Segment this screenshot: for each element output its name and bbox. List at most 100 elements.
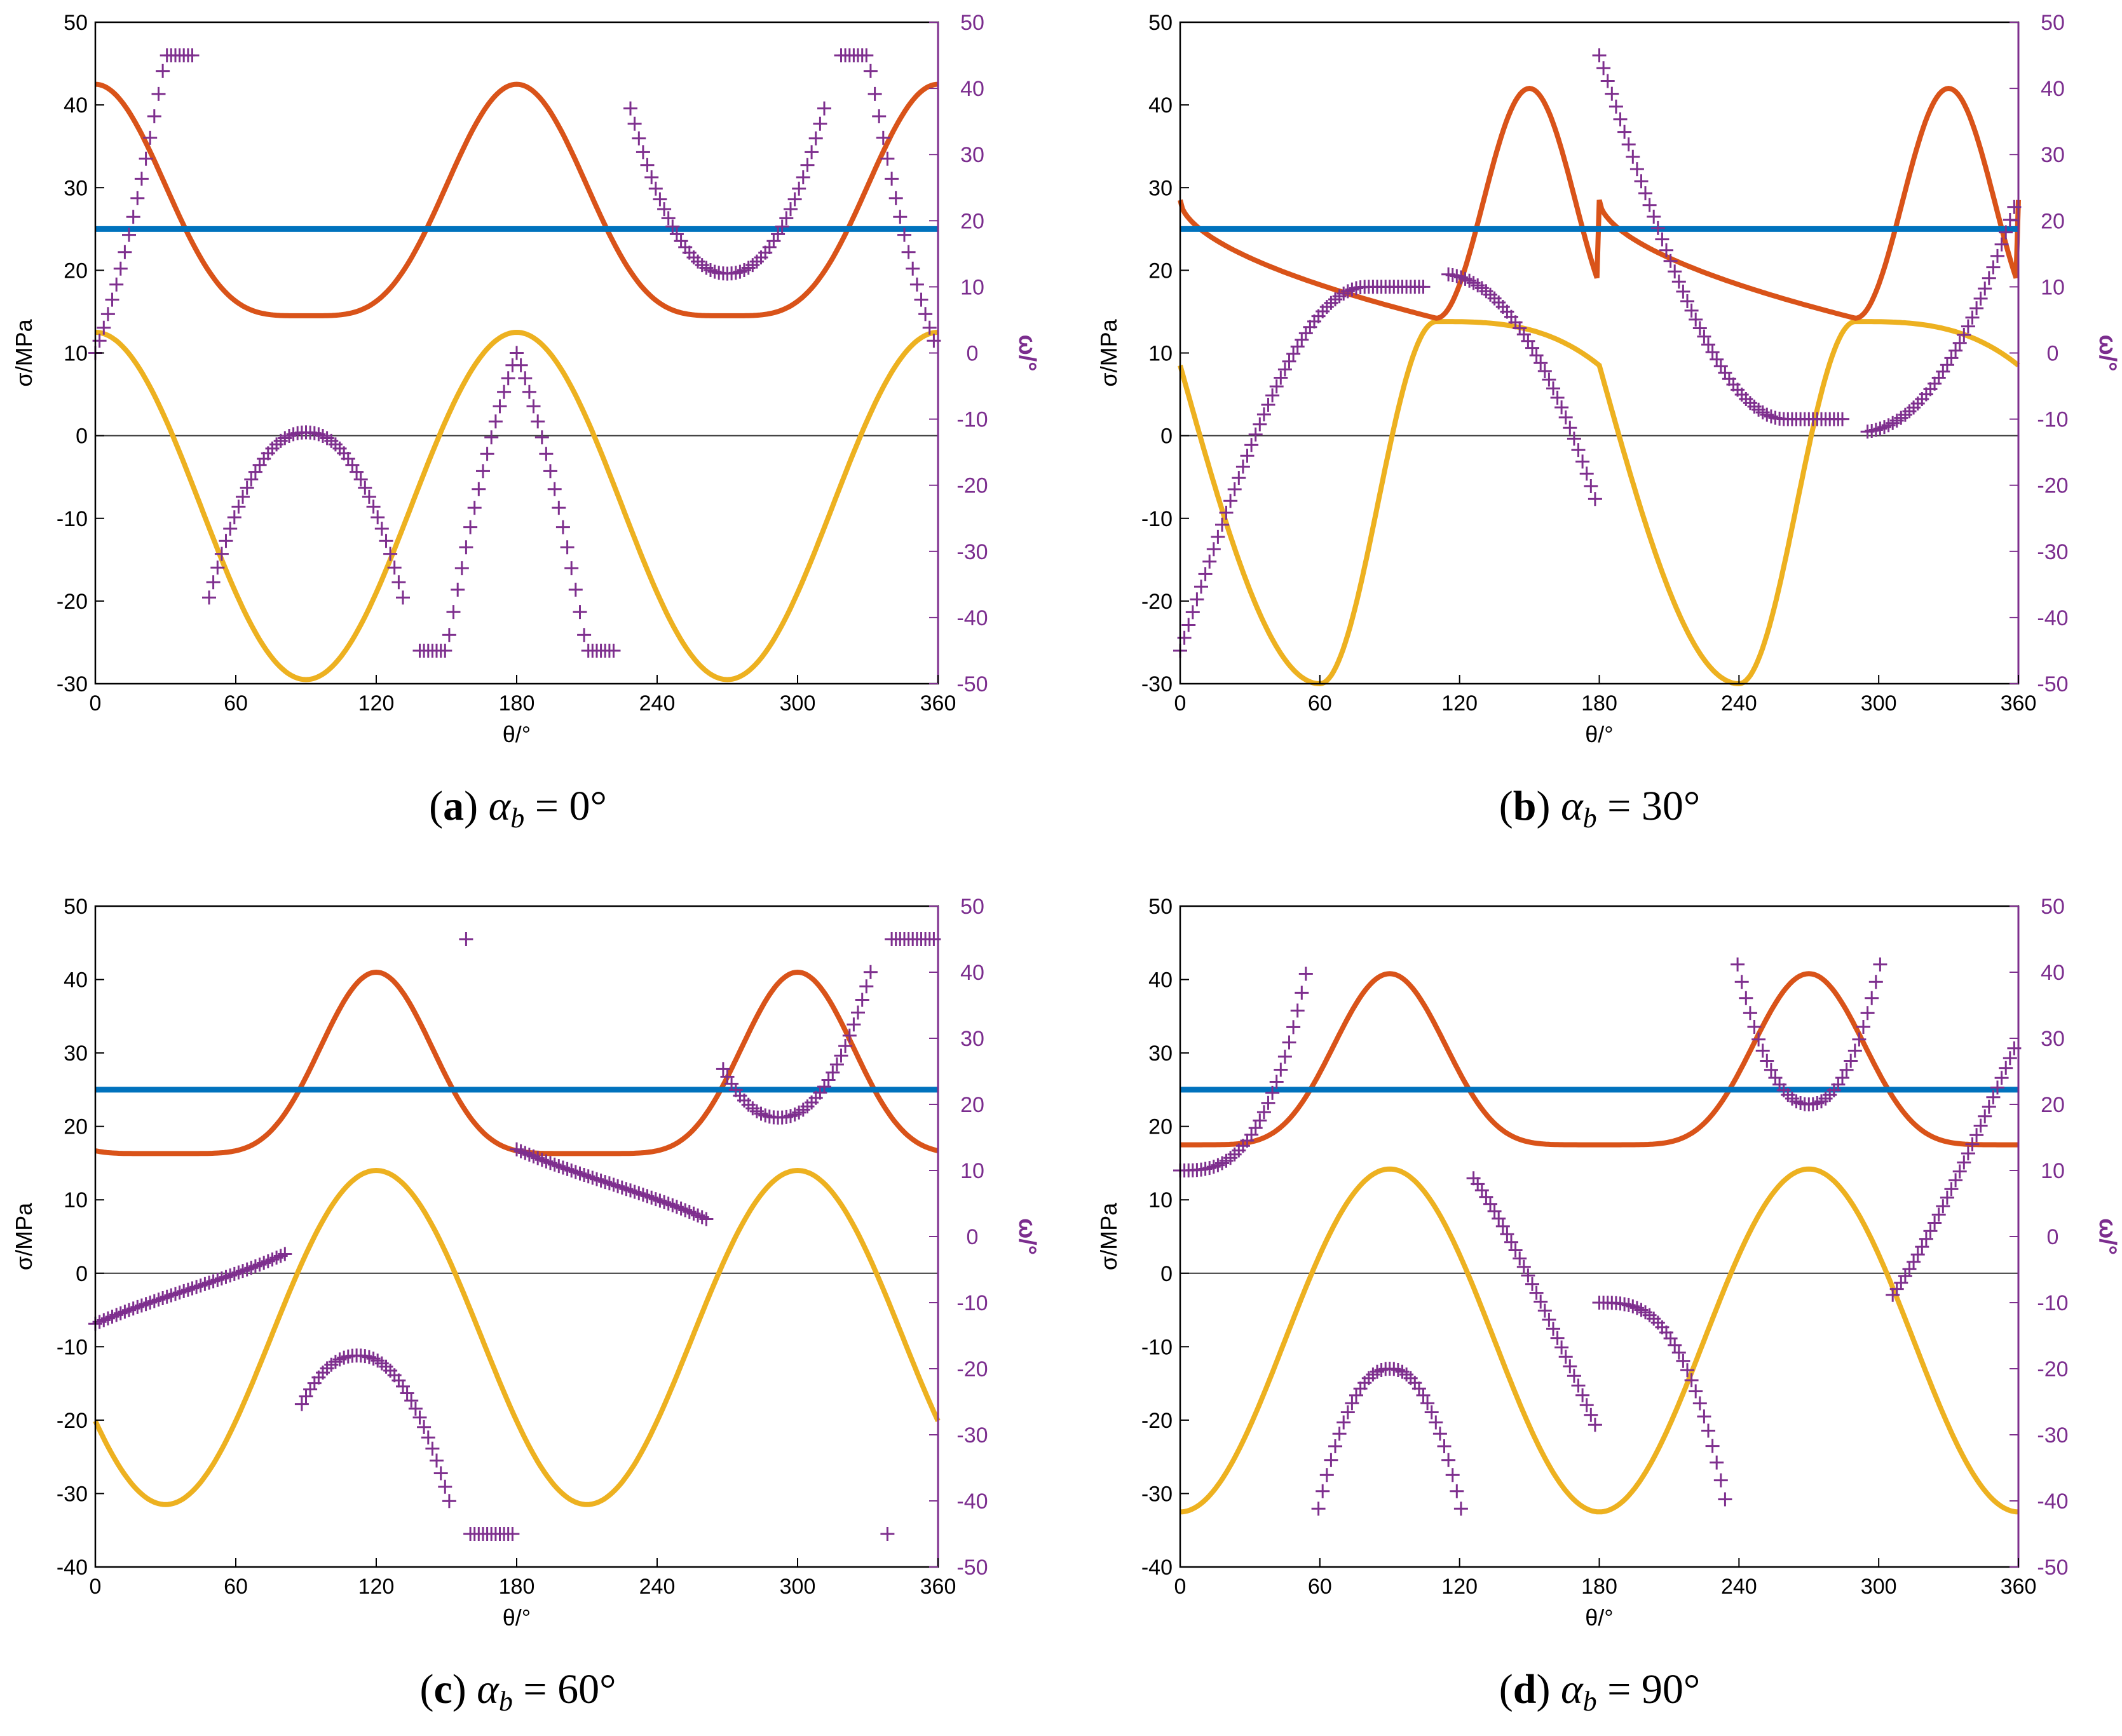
omega-point (185, 48, 200, 63)
omega-point (543, 464, 557, 478)
omega-point (497, 384, 512, 399)
omega-point (143, 130, 158, 145)
omega-point (1567, 431, 1581, 446)
omega-point (206, 575, 221, 590)
x-tick-label: 180 (499, 1575, 535, 1599)
omega-point (1969, 301, 1984, 316)
omega-point (442, 1494, 456, 1509)
omega-point (105, 292, 119, 307)
omega-point (1609, 99, 1623, 114)
y2-tick-label: 40 (2041, 77, 2065, 101)
omega-point (383, 546, 398, 561)
omega-point (1181, 618, 1196, 632)
omega-point (1537, 1303, 1552, 1318)
x-tick-label: 60 (1308, 1575, 1332, 1599)
omega-point (1319, 1468, 1334, 1482)
y-axis-label: σ/MPa (1096, 318, 1122, 386)
omega-point (859, 979, 874, 994)
omega-point (1705, 345, 1720, 360)
y2-axis-label: ω/° (1014, 1218, 1040, 1255)
y-tick-label: 30 (64, 176, 88, 200)
omega-point (1919, 1231, 1933, 1246)
x-tick-label: 0 (1174, 1575, 1187, 1599)
omega-point (459, 540, 473, 555)
omega-point (606, 644, 621, 658)
y-tick-label: -30 (57, 672, 88, 696)
omega-point (1441, 1453, 1456, 1467)
y2-tick-label: -10 (2037, 1291, 2068, 1315)
x-tick-label: 360 (920, 691, 956, 715)
y2-tick-label: 50 (2041, 895, 2065, 919)
y2-tick-label: -20 (2037, 474, 2068, 498)
omega-point (838, 1039, 853, 1054)
caption-subscript: b (1583, 1686, 1597, 1717)
omega-point (1701, 1423, 1715, 1438)
omega-point (451, 583, 465, 597)
omega-point (476, 464, 490, 478)
omega-point (488, 414, 503, 429)
caption-letter: b (1513, 783, 1537, 829)
omega-point (1634, 174, 1649, 189)
omega-point (1432, 1427, 1447, 1441)
x-tick-label: 300 (1861, 1575, 1897, 1599)
y-tick-label: 50 (64, 11, 88, 35)
y-tick-label: 40 (1148, 968, 1173, 993)
y-tick-label: 40 (1148, 93, 1173, 118)
omega-point (1936, 1199, 1950, 1214)
omega-point (826, 1065, 840, 1080)
omega-point (1680, 1363, 1694, 1378)
omega-point (1542, 1312, 1556, 1327)
omega-point (1261, 398, 1275, 412)
omega-point (362, 489, 376, 504)
omega-point (1852, 1032, 1867, 1047)
omega-point (1244, 438, 1259, 452)
y2-tick-label: 0 (2047, 1225, 2059, 1249)
omega-point (534, 430, 549, 445)
omega-point (1692, 1396, 1707, 1411)
omega-point (1860, 1006, 1875, 1021)
omega-point (1416, 280, 1431, 294)
omega-point (1710, 1455, 1724, 1470)
omega-point (851, 1005, 865, 1020)
omega-point (1198, 567, 1213, 581)
omega-point (1944, 1182, 1959, 1197)
omega-point (236, 489, 250, 504)
omega-point (1982, 1099, 1996, 1114)
x-tick-label: 360 (2001, 1575, 2037, 1599)
omega-point (1274, 370, 1288, 385)
y2-tick-label: 20 (960, 1093, 984, 1117)
omega-point (1596, 61, 1611, 76)
panel-caption: (d) αb = 90° (1499, 1666, 1700, 1717)
omega-point (1986, 1090, 2001, 1104)
omega-point (847, 1017, 861, 1032)
caption-angle: 30° (1642, 783, 1700, 829)
omega-point (1579, 466, 1594, 481)
omega-point (1751, 1032, 1766, 1047)
x-tick-label: 240 (639, 1575, 676, 1599)
omega-point (134, 172, 149, 186)
x-axis-label: θ/° (1585, 721, 1613, 747)
omega-point (1437, 1439, 1452, 1453)
caption-angle: 60° (557, 1666, 616, 1712)
caption-subscript: b (499, 1686, 513, 1717)
omega-point (1994, 1071, 2009, 1085)
omega-point (1973, 1118, 1988, 1133)
x-axis-label: θ/° (503, 1604, 531, 1631)
omega-point (366, 499, 381, 514)
sigma3-line (1180, 1166, 2019, 1515)
omega-point (353, 472, 368, 487)
omega-point (876, 130, 890, 145)
omega-point (1274, 1062, 1288, 1077)
y2-tick-label: 20 (960, 209, 984, 233)
omega-point (1316, 1484, 1330, 1498)
omega-point (480, 447, 494, 461)
omega-point (885, 172, 899, 186)
omega-point (1253, 417, 1267, 431)
omega-point (808, 131, 823, 146)
chart-panel-d: 0 60 120 180 240 300 360-40-30-20-100102030405… (1096, 895, 2121, 1717)
omega-point (358, 480, 372, 495)
y2-tick-label: 20 (2041, 209, 2065, 233)
y-tick-label: -10 (1141, 507, 1173, 531)
omega-point (1521, 1268, 1535, 1283)
omega-point (412, 1410, 427, 1425)
